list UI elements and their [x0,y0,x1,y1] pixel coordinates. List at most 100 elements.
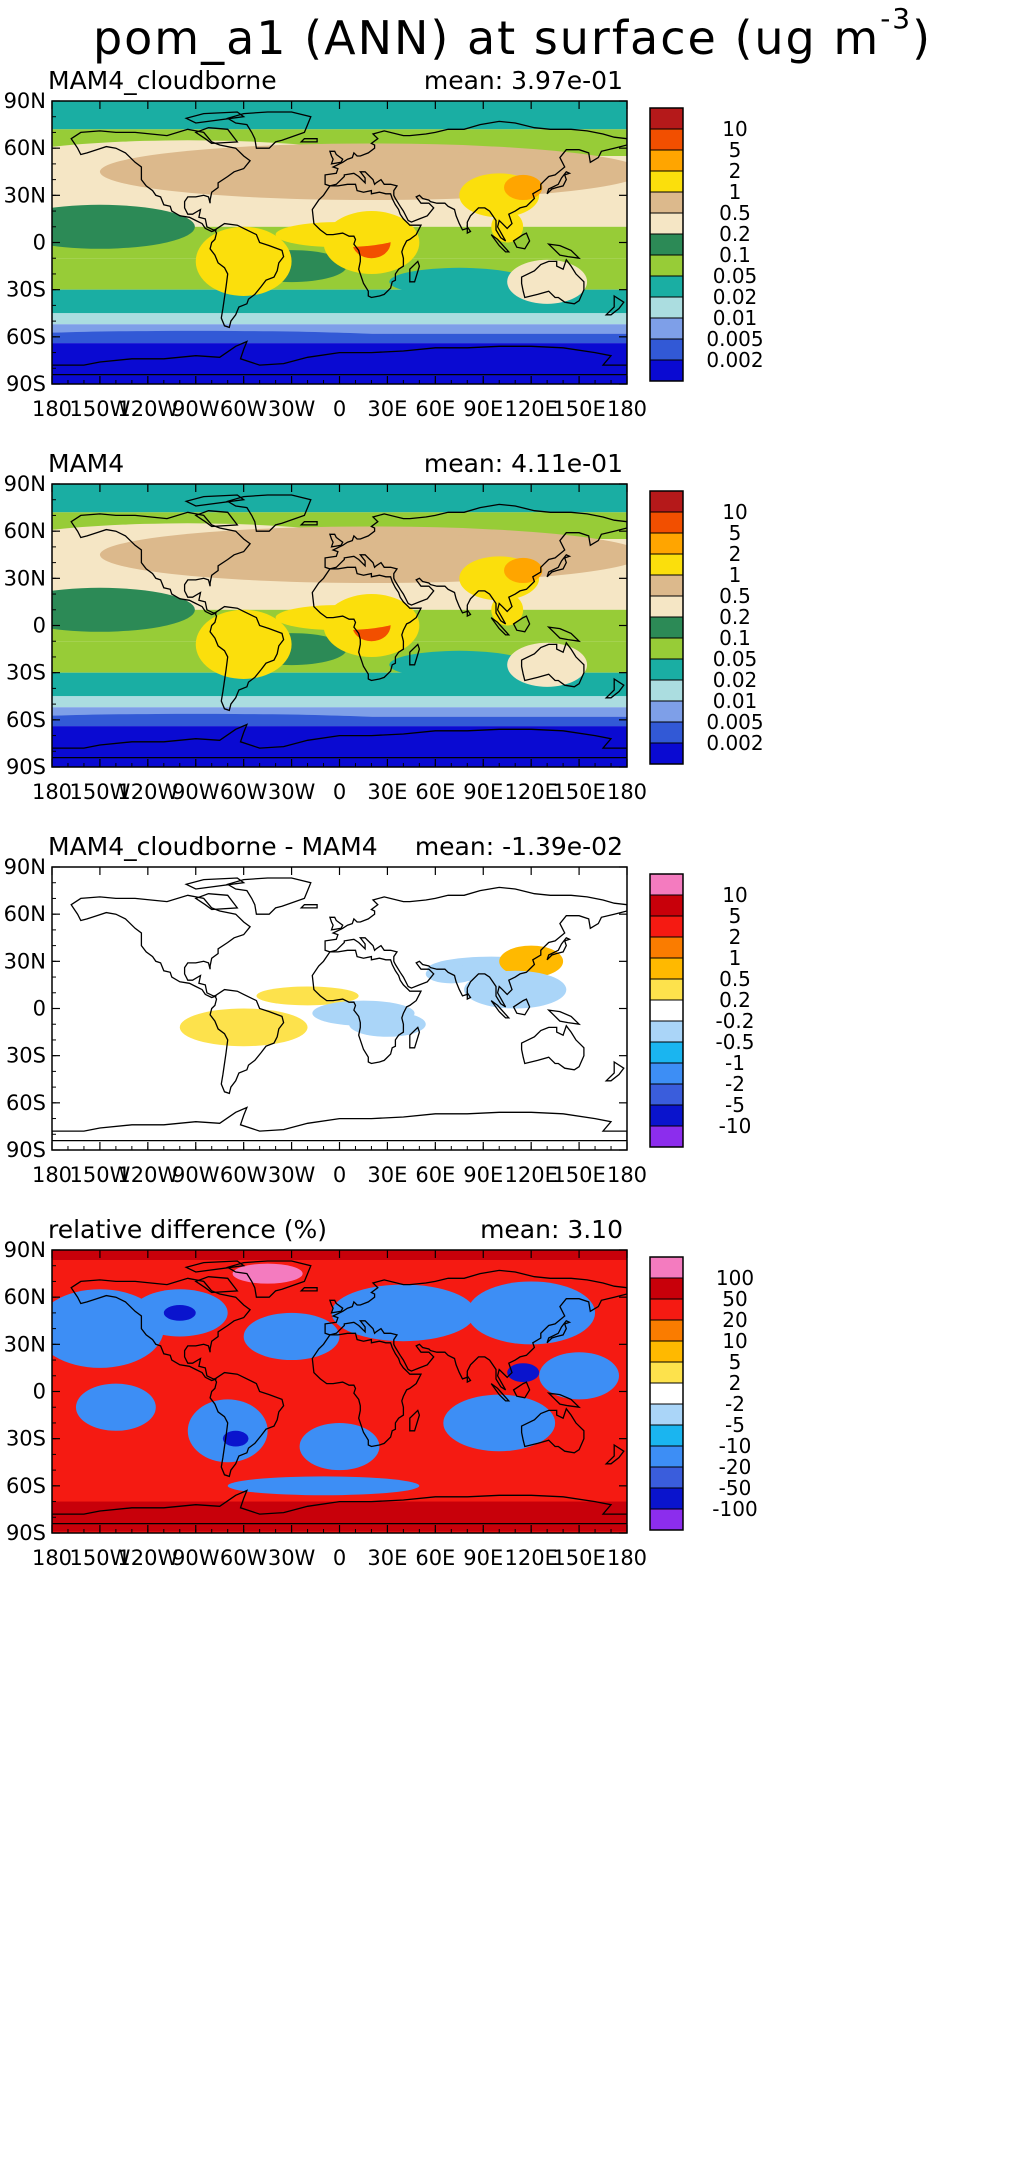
coastline-new-guinea [546,243,581,260]
y-tick-label: 0 [33,1380,46,1404]
coastline-greenland [226,111,312,149]
colorbar-label: 0.05 [713,264,758,288]
figure-title-exponent: -3 [880,2,913,35]
y-tick-label: 30N [4,1332,46,1356]
y-tick-label: 0 [33,997,46,1021]
colorbar-box [649,1083,684,1106]
colorbar-label: 5 [729,904,742,928]
x-tick-label: 60W [220,1163,268,1187]
x-tick-label: 150W [69,1546,130,1570]
x-tick-label: 0 [333,780,346,804]
x-tick-label: 60W [220,1546,268,1570]
x-tick-label: 150W [69,780,130,804]
field-blob [275,605,404,631]
colorbar-label: 10 [722,883,747,907]
field-blob [243,1312,340,1361]
coastline-layer [52,111,627,376]
colorbar-box [649,700,684,723]
field-blob [222,1430,249,1447]
colorbar-box [649,553,684,576]
coastline-australia [520,1407,585,1454]
colorbar-label: -10 [719,1434,752,1458]
field-blob [443,1394,556,1452]
coastline-borneo [512,232,531,250]
coastline-antarctica [52,340,627,376]
coastline-new-guinea [546,626,581,643]
coastline-japan [546,170,572,195]
coastline-sri-lanka [466,224,472,235]
colorbar-label: 0.01 [713,689,758,713]
coastline-eurasia [324,886,627,1008]
x-tick-label: 150W [69,397,130,421]
field-blob [195,609,292,679]
colorbar-box [649,128,684,151]
coastline-sri-lanka [466,607,472,618]
x-tick-label: 120W [117,1163,178,1187]
x-tick-label: 150E [552,1163,605,1187]
y-tick-label: 30S [6,278,46,302]
coastline-borneo [512,1381,531,1399]
colorbar-box [649,742,684,765]
coastline-africa [311,1332,423,1448]
field-blob [195,226,292,296]
panel-mean-value: mean: -1.39e-02 [415,832,623,861]
field-blob [389,650,530,679]
figure-title-main: pom_a1 (ANN) at surface (ug m [92,11,881,65]
x-tick-label: 30E [367,1163,407,1187]
colorbar-label: 0.2 [719,222,751,246]
x-tick-label: 30E [367,1546,407,1570]
field-blob [52,330,396,343]
field-blob [539,1352,620,1400]
x-tick-label: 60E [415,780,455,804]
x-tick-label: 120W [117,780,178,804]
y-tick-label: 60S [6,708,46,732]
colorbar-box [649,1361,684,1384]
field-blob [499,945,564,978]
colorbar-box [649,1277,684,1300]
field-blob [507,1363,540,1383]
x-tick-label: 180 [607,1546,647,1570]
y-tick-label: 60S [6,1091,46,1115]
x-tick-label: 0 [333,397,346,421]
y-tick-label: 90S [6,1138,46,1162]
coastline-africa [311,949,423,1065]
coastline-north-america [70,511,252,616]
coastline-iceland [299,1287,318,1292]
colorbar-label: -2 [725,1392,745,1416]
field-blob [275,222,404,248]
field-band [52,313,627,325]
colorbar-label: 0.1 [719,243,751,267]
colorbar-box [649,149,684,172]
colorbar-label: -10 [719,1114,752,1138]
colorbar-label: -1 [725,1051,745,1075]
colorbar-box [649,1319,684,1342]
figure-title-end: ) [912,11,933,65]
field-band [52,696,627,708]
y-tick-label: 60S [6,325,46,349]
colorbar-label: -5 [725,1413,745,1437]
field-blob [464,970,567,1009]
coastline-australia [520,258,585,305]
colorbar-label: 0.5 [719,967,751,991]
coastline-australia [520,1024,585,1071]
coastline-sumatra [490,617,511,636]
colorbar-box [649,873,684,896]
field-blob [389,267,530,296]
field-blob [467,1281,596,1345]
coastline-japan [546,1319,572,1344]
colorbar-box [649,1256,684,1279]
coastline-baffin [194,893,239,911]
x-tick-label: 120E [504,397,557,421]
panel-mean-value: mean: 3.10 [480,1215,623,1244]
y-tick-label: 0 [33,231,46,255]
x-tick-label: 90W [172,780,220,804]
x-tick-label: 30W [268,397,316,421]
x-tick-label: 120E [504,1163,557,1187]
coastline-baffin [194,510,239,528]
coastline-layer [52,1260,627,1525]
colorbar-box [649,317,684,340]
coastline-south-america [209,988,285,1095]
colorbar-box [649,595,684,618]
y-tick-label: 30S [6,661,46,685]
coastline-uk [328,1299,344,1314]
